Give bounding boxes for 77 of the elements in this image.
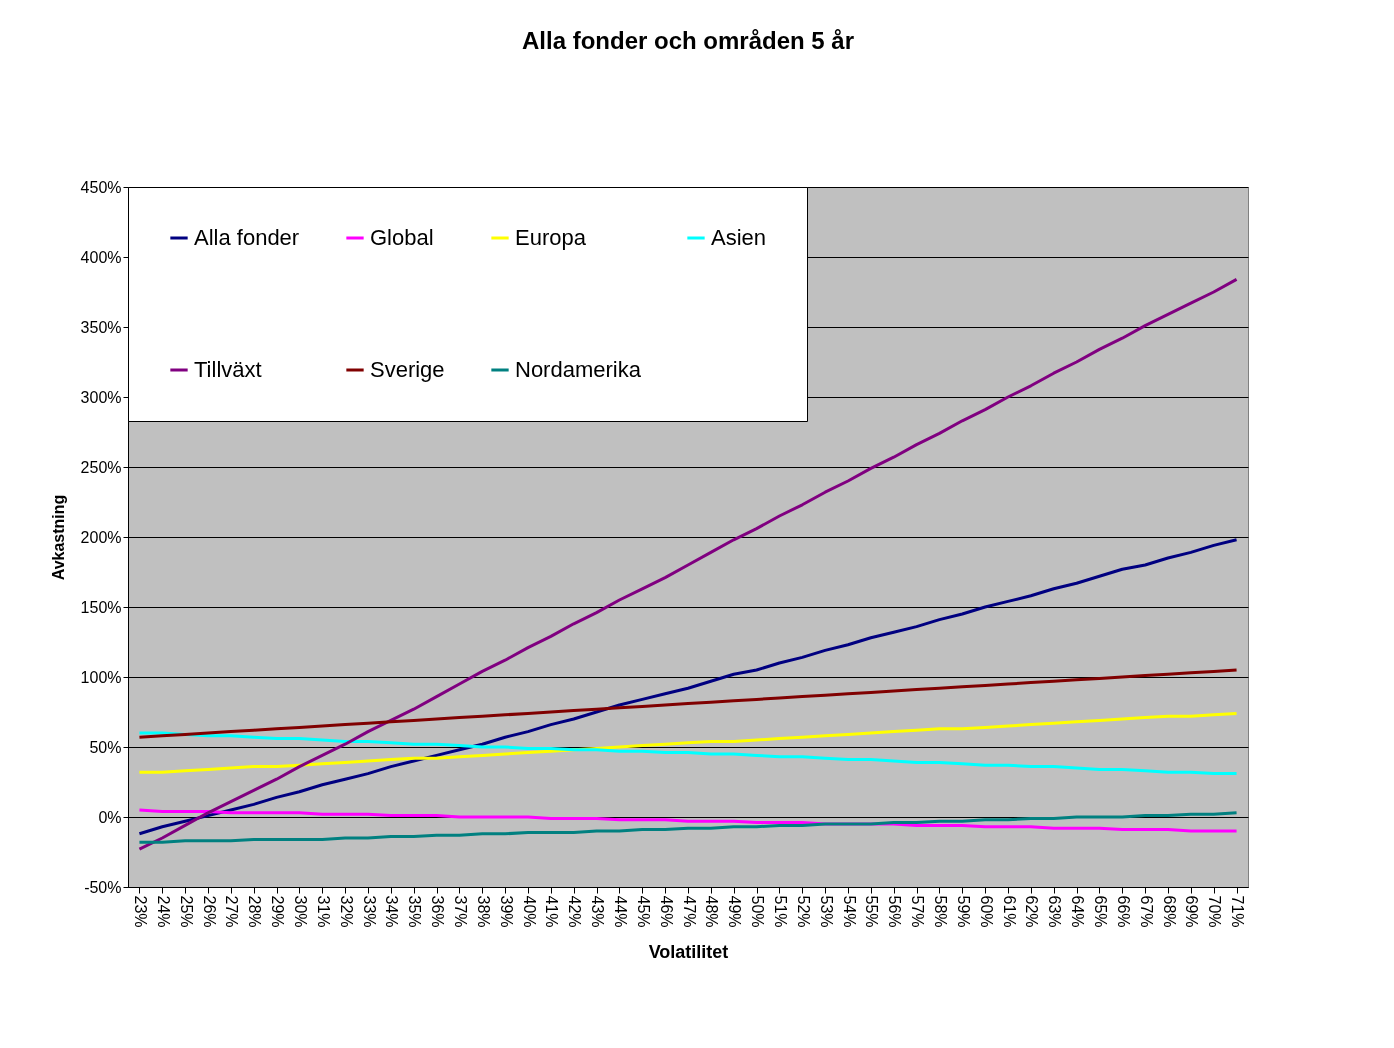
line-series bbox=[137, 668, 1239, 739]
x-tick-label: 59% bbox=[954, 895, 972, 928]
x-tick-label: 46% bbox=[657, 895, 675, 928]
x-tick-label: 36% bbox=[429, 895, 447, 928]
x-tick-label: 70% bbox=[1206, 895, 1224, 928]
x-tick-label: 35% bbox=[406, 895, 424, 928]
x-tick-label: 52% bbox=[794, 895, 812, 928]
x-tick-label: 68% bbox=[1160, 895, 1178, 928]
x-axis-title: Volatilitet bbox=[648, 941, 729, 962]
x-tick-label: 50% bbox=[749, 895, 767, 928]
x-tick-label: 66% bbox=[1114, 895, 1132, 928]
x-tick-label: 62% bbox=[1023, 895, 1041, 928]
x-tick-label: 51% bbox=[771, 895, 789, 928]
x-tick-label: 40% bbox=[520, 895, 538, 928]
y-tick-label: 400% bbox=[80, 248, 122, 266]
x-tick-label: 61% bbox=[1000, 895, 1018, 928]
chart-title: Alla fonder och områden 5 år bbox=[521, 27, 855, 54]
x-tick-label: 25% bbox=[177, 895, 195, 928]
x-tick-label: 43% bbox=[589, 895, 607, 928]
x-tick-label: 30% bbox=[291, 895, 309, 928]
x-tick-label: 67% bbox=[1137, 895, 1155, 928]
x-tick-label: 29% bbox=[269, 895, 287, 928]
line-series bbox=[137, 711, 1239, 774]
x-tick-label: 57% bbox=[909, 895, 927, 928]
line-series bbox=[137, 808, 1239, 833]
y-tick-label: 350% bbox=[80, 318, 122, 336]
x-tick-label: 56% bbox=[886, 895, 904, 928]
y-tick-label: 300% bbox=[80, 388, 122, 406]
line-series bbox=[137, 811, 1239, 844]
x-tick-label: 34% bbox=[383, 895, 401, 928]
x-tick-label: 49% bbox=[726, 895, 744, 928]
line-series bbox=[137, 731, 1239, 776]
legend-label: Europa bbox=[515, 225, 587, 250]
legend-label: Tillväxt bbox=[194, 357, 262, 382]
y-tick-label: 50% bbox=[89, 738, 122, 756]
x-tick-label: 45% bbox=[634, 895, 652, 928]
line-series bbox=[137, 538, 1239, 836]
x-tick-label: 41% bbox=[543, 895, 561, 928]
x-tick-label: 39% bbox=[497, 895, 515, 928]
x-tick-label: 65% bbox=[1091, 895, 1109, 928]
x-tick-label: 54% bbox=[840, 895, 858, 928]
legend-label: Nordamerika bbox=[515, 357, 642, 382]
x-tick-label: 53% bbox=[817, 895, 835, 928]
x-tick-label: 31% bbox=[314, 895, 332, 928]
y-axis-title: Avkastning bbox=[49, 494, 67, 581]
y-tick-label: -50% bbox=[84, 878, 122, 896]
x-tick-label: 60% bbox=[977, 895, 995, 928]
x-tick-label: 64% bbox=[1069, 895, 1087, 928]
line-series bbox=[137, 277, 1239, 851]
x-tick-label: 58% bbox=[931, 895, 949, 928]
legend-label: Sverige bbox=[370, 357, 445, 382]
x-tick-label: 55% bbox=[863, 895, 881, 928]
x-tick-label: 63% bbox=[1046, 895, 1064, 928]
y-tick-label: 150% bbox=[80, 598, 122, 616]
x-tick-label: 32% bbox=[337, 895, 355, 928]
x-tick-label: 44% bbox=[611, 895, 629, 928]
y-tick-label: 100% bbox=[80, 668, 122, 686]
y-tick-label: 0% bbox=[98, 808, 122, 826]
legend-label: Alla fonder bbox=[194, 225, 300, 250]
x-tick-label: 24% bbox=[154, 895, 172, 928]
x-tick-label: 38% bbox=[474, 895, 492, 928]
x-tick-label: 33% bbox=[360, 895, 378, 928]
x-tick-label: 23% bbox=[131, 895, 149, 928]
x-tick-label: 48% bbox=[703, 895, 721, 928]
y-tick-label: 200% bbox=[80, 528, 122, 546]
x-tick-label: 26% bbox=[200, 895, 218, 928]
x-tick-label: 42% bbox=[566, 895, 584, 928]
x-tick-label: 71% bbox=[1229, 895, 1247, 928]
x-tick-label: 28% bbox=[246, 895, 264, 928]
x-tick-label: 37% bbox=[451, 895, 469, 928]
x-tick-label: 47% bbox=[680, 895, 698, 928]
x-tick-label: 27% bbox=[223, 895, 241, 928]
y-tick-label: 450% bbox=[80, 178, 122, 196]
legend-label: Global bbox=[370, 225, 434, 250]
y-tick-label: 250% bbox=[80, 458, 122, 476]
legend-label: Asien bbox=[711, 225, 767, 250]
x-tick-label: 69% bbox=[1183, 895, 1201, 928]
